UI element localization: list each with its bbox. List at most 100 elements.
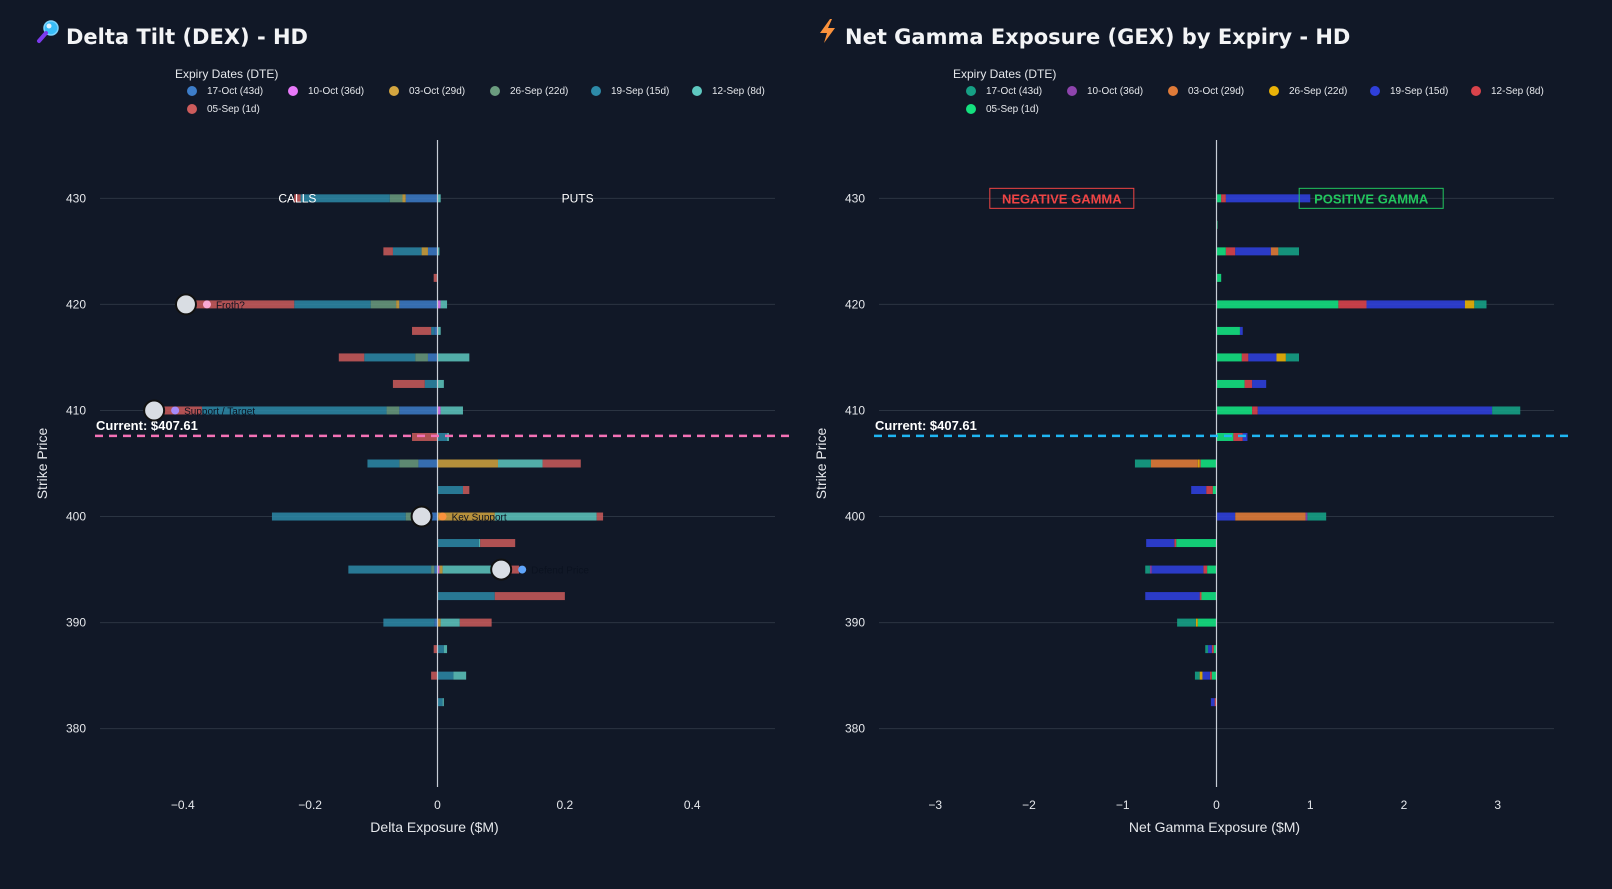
bar: [348, 565, 432, 574]
bar: [1207, 565, 1217, 574]
legend-item[interactable]: 19-Sep (15d): [591, 86, 669, 97]
legend-item[interactable]: 19-Sep (15d): [1370, 86, 1448, 97]
bar: [192, 300, 295, 309]
bar: [439, 565, 443, 574]
legend-item[interactable]: 03-Oct (29d): [389, 86, 465, 97]
x-tick-label: 0.4: [684, 798, 701, 812]
bar: [437, 698, 443, 707]
bar: [294, 194, 301, 203]
legend-label: 12-Sep (8d): [712, 86, 765, 97]
bar: [1195, 618, 1198, 627]
bar: [392, 379, 425, 388]
legend-item[interactable]: 10-Oct (36d): [1067, 86, 1143, 97]
bar: [386, 406, 400, 415]
bar: [437, 486, 463, 495]
lightning-icon: [815, 18, 845, 49]
bar: [459, 618, 492, 627]
bar: [421, 247, 428, 256]
legend-item[interactable]: 05-Sep (1d): [966, 104, 1039, 115]
y-tick-label: 420: [66, 297, 86, 311]
side-annotation: PUTS: [562, 191, 594, 205]
bar: [1252, 406, 1258, 415]
level-marker-label: Support / Target: [184, 406, 255, 417]
bar: [1216, 194, 1222, 203]
legend-swatch: [288, 86, 298, 97]
bar: [370, 300, 397, 309]
bar: [412, 326, 432, 335]
bar: [1216, 247, 1226, 256]
bar: [1216, 353, 1242, 362]
bar: [424, 379, 438, 388]
legend-label: 10-Oct (36d): [308, 86, 365, 97]
legend-item[interactable]: 26-Sep (22d): [1269, 86, 1347, 97]
legend-label: 19-Sep (15d): [1390, 86, 1449, 97]
bar: [294, 300, 371, 309]
current-price-label: Current: $407.61: [96, 418, 198, 433]
bar: [1203, 565, 1208, 574]
legend-swatch: [692, 86, 702, 97]
bar: [437, 353, 470, 362]
level-marker: [143, 399, 166, 422]
legend-item[interactable]: 26-Sep (22d): [490, 86, 568, 97]
legend-item[interactable]: 17-Oct (43d): [966, 86, 1042, 97]
bar: [1239, 326, 1243, 335]
bar: [271, 512, 406, 521]
y-tick-label: 430: [66, 191, 86, 205]
dex-chart-plot: 380 390 400 410 420 430 −0.4 −0.2 0 0.2 0.4 Delta E…: [34, 140, 790, 835]
bar: [392, 247, 422, 256]
legend-swatch: [1168, 86, 1178, 97]
bar: [1202, 671, 1210, 680]
y-tick-label: 390: [66, 616, 86, 630]
y-tick-label: 390: [845, 616, 865, 630]
bar: [1221, 194, 1226, 203]
bar: [427, 353, 438, 362]
bar: [1285, 353, 1299, 362]
legend-item[interactable]: 05-Sep (1d): [187, 104, 260, 115]
bar: [596, 512, 604, 521]
bar: [1197, 618, 1217, 627]
bar: [418, 459, 438, 468]
gex-legend-title: Expiry Dates (DTE): [953, 67, 1057, 81]
bar: [1149, 565, 1152, 574]
x-tick-label: −2: [1022, 798, 1036, 812]
bar: [396, 300, 400, 309]
bar: [1216, 406, 1253, 415]
legend-swatch: [966, 86, 976, 97]
y-tick-label: 430: [845, 191, 865, 205]
gamma-annotation-box: [1298, 187, 1444, 209]
bar: [437, 406, 441, 415]
bar: [1211, 671, 1217, 680]
bar: [402, 194, 406, 203]
gex-chart-title-text: Net Gamma Exposure (GEX) by Expiry - HD: [845, 25, 1351, 49]
bar: [1248, 353, 1277, 362]
bar: [1176, 539, 1217, 548]
bar: [440, 618, 460, 627]
legend-item[interactable]: 10-Oct (36d): [288, 86, 364, 97]
bar: [434, 326, 438, 335]
bar: [1201, 592, 1217, 601]
legend-label: 05-Sep (1d): [207, 104, 260, 115]
bar: [1197, 459, 1200, 468]
legend-item[interactable]: 03-Oct (29d): [1168, 86, 1244, 97]
legend-label: 03-Oct (29d): [1188, 86, 1245, 97]
bar: [1145, 592, 1200, 601]
gamma-annotation-box: [989, 187, 1135, 209]
dex-chart-panel: Delta Tilt (DEX) - HD Expiry Dates (DTE)…: [20, 0, 810, 889]
bar: [1199, 459, 1201, 468]
bar: [1225, 247, 1236, 256]
x-tick-label: −0.4: [171, 798, 195, 812]
bar: [1151, 565, 1204, 574]
legend-item[interactable]: 17-Oct (43d): [187, 86, 263, 97]
legend-item[interactable]: 12-Sep (8d): [1471, 86, 1544, 97]
bar: [1134, 459, 1151, 468]
bar: [300, 194, 390, 203]
bar: [462, 486, 470, 495]
x-axis-title: Delta Exposure ($M): [370, 819, 498, 835]
bar: [440, 300, 448, 309]
legend-item[interactable]: 12-Sep (8d): [692, 86, 765, 97]
bar: [1216, 379, 1245, 388]
bar: [1338, 300, 1367, 309]
bar: [480, 539, 516, 548]
magnifier-icon: [36, 18, 66, 49]
bar: [1191, 486, 1207, 495]
